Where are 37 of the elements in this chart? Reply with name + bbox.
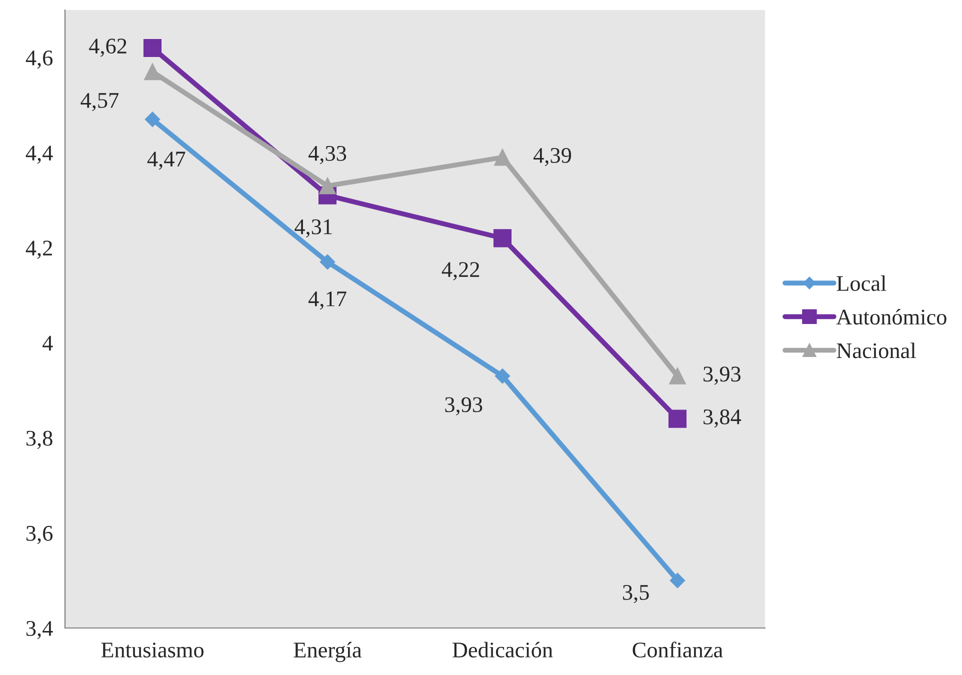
point xyxy=(494,149,511,166)
point xyxy=(668,410,687,428)
data-label: 4,33 xyxy=(308,146,346,164)
legend-label: Nacional xyxy=(836,342,916,358)
y-tick-label: 4,4 xyxy=(26,146,53,164)
legend-label: Autonómico xyxy=(836,308,946,325)
y-tick-label: 4,2 xyxy=(26,240,52,259)
point xyxy=(320,254,336,270)
legend-label: Local xyxy=(836,275,886,292)
data-label: 4,39 xyxy=(533,148,572,166)
data-label: 4,31 xyxy=(294,219,332,238)
point xyxy=(143,39,162,58)
data-label: 4,22 xyxy=(442,262,480,280)
point xyxy=(669,368,686,384)
y-tick-label: 3,4 xyxy=(26,620,53,640)
y-tick-label: 3,6 xyxy=(26,526,53,544)
y-tick-label: 4 xyxy=(42,336,53,350)
data-label: 4,47 xyxy=(147,152,186,170)
data-label: 3,93 xyxy=(704,366,741,385)
x-tick-label: Dedicación xyxy=(452,642,553,658)
x-tick-label: Entusiasmo xyxy=(101,642,204,658)
data-label: 3,5 xyxy=(623,584,649,604)
x-tick-label: Energía xyxy=(294,642,362,662)
data-label: 4,62 xyxy=(89,38,126,57)
data-label: 3,93 xyxy=(445,397,482,416)
point xyxy=(670,572,686,588)
y-tick-label: 3,8 xyxy=(26,430,52,449)
data-label: 4,17 xyxy=(308,292,346,310)
point xyxy=(144,63,161,80)
point xyxy=(144,112,160,127)
point xyxy=(319,178,336,194)
point xyxy=(493,229,512,248)
data-label: 4,57 xyxy=(80,93,119,112)
y-tick-label: 4,6 xyxy=(26,50,53,69)
point xyxy=(494,368,510,384)
x-tick-label: Confianza xyxy=(632,642,723,658)
data-label: 3,84 xyxy=(704,409,742,428)
